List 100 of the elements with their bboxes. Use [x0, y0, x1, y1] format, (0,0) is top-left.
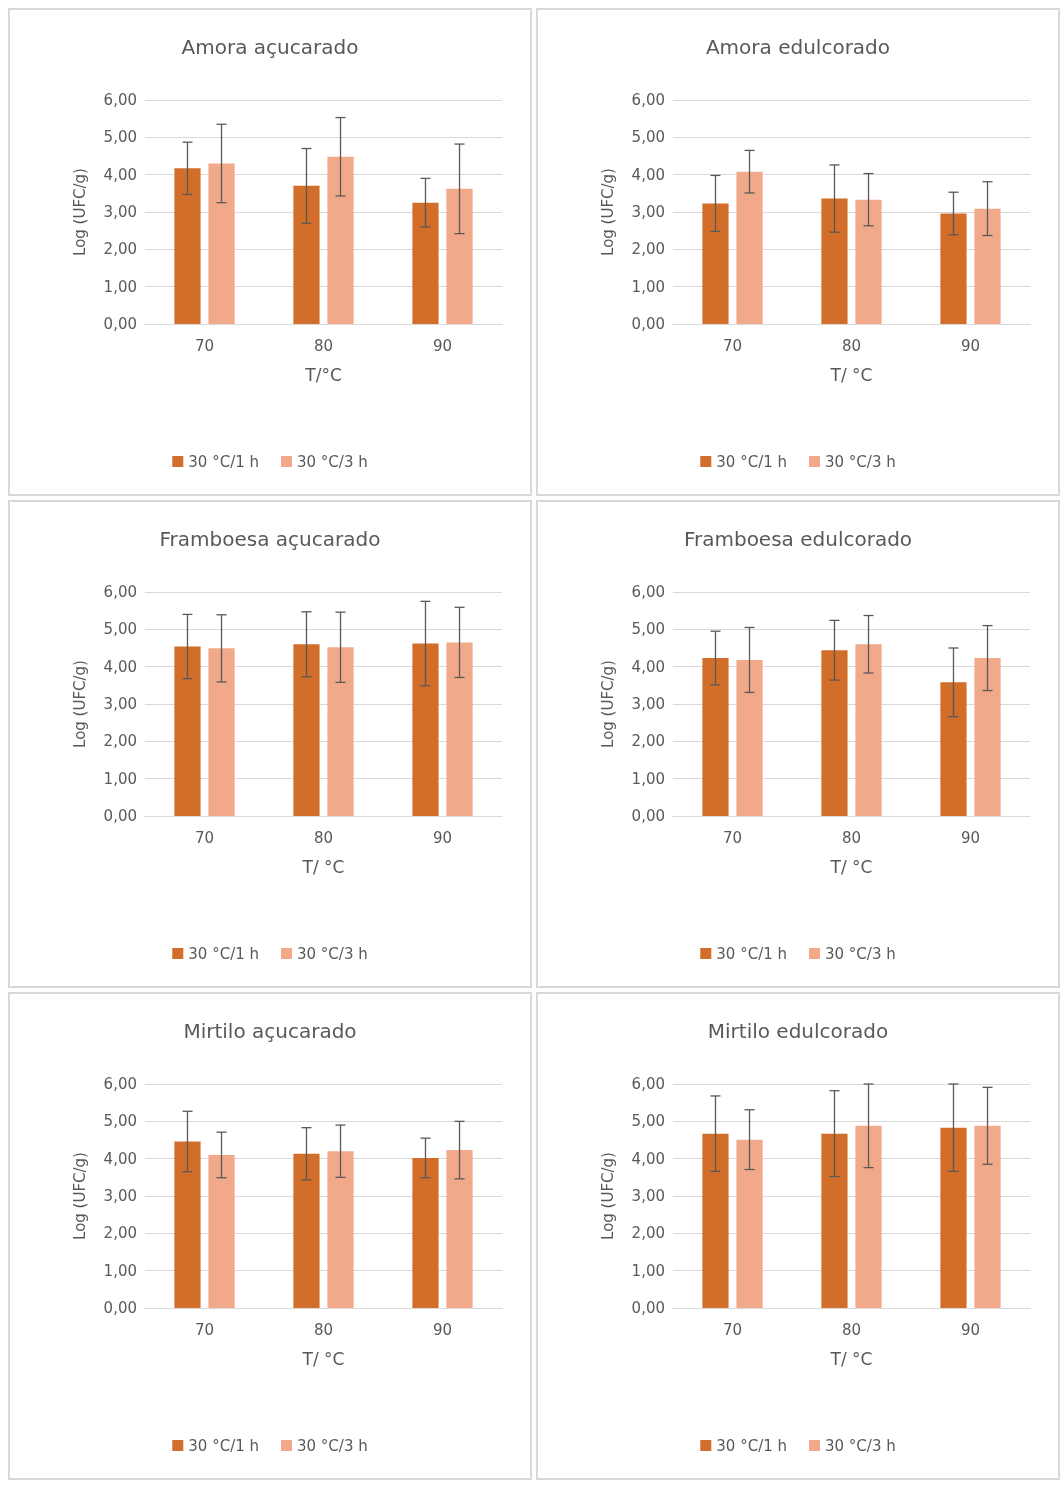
y-tick-label: 2,00 [631, 732, 665, 751]
y-tick-label: 1,00 [103, 277, 137, 296]
bar [702, 658, 729, 816]
legend-label: 30 °C/3 h [297, 1436, 368, 1455]
y-tick-label: 5,00 [103, 128, 137, 147]
bar [736, 659, 763, 816]
chart-title: Amora edulcorado [705, 35, 891, 59]
x-tick-label: 90 [960, 336, 981, 355]
y-tick-label: 2,00 [103, 732, 137, 751]
bar [174, 168, 201, 324]
y-tick-label: 4,00 [103, 165, 137, 184]
x-tick-label: 90 [432, 1320, 453, 1339]
y-tick-label: 0,00 [103, 315, 137, 333]
x-tick-label: 90 [432, 828, 453, 847]
y-tick-label: 6,00 [631, 1075, 665, 1093]
y-axis-title: Log (UFC/g) [598, 168, 617, 256]
legend-label: 30 °C/1 h [716, 1436, 787, 1455]
bar [821, 1133, 848, 1308]
x-tick-label: 80 [313, 1320, 334, 1339]
bar [446, 642, 473, 816]
y-axis-title: Log (UFC/g) [598, 1152, 617, 1240]
x-tick-label: 80 [841, 828, 862, 847]
y-axis-title: Log (UFC/g) [70, 660, 89, 748]
y-tick-label: 2,00 [631, 240, 665, 259]
y-tick-label: 6,00 [103, 1075, 137, 1093]
y-tick-label: 2,00 [103, 1224, 137, 1243]
bar [974, 658, 1001, 816]
legend-label: 30 °C/3 h [297, 452, 368, 471]
legend-label: 30 °C/3 h [825, 452, 896, 471]
bar [974, 208, 1001, 324]
bar [940, 682, 967, 816]
y-tick-label: 5,00 [631, 128, 665, 147]
y-tick-label: 6,00 [103, 583, 137, 601]
x-axis-title: T/ °C [829, 1348, 873, 1369]
bar [702, 1133, 729, 1308]
x-tick-label: 80 [313, 336, 334, 355]
y-tick-label: 5,00 [631, 1112, 665, 1131]
bar [821, 650, 848, 816]
x-tick-label: 80 [841, 336, 862, 355]
x-tick-label: 80 [313, 828, 334, 847]
y-tick-label: 3,00 [103, 695, 137, 713]
y-tick-label: 5,00 [103, 620, 137, 639]
bar [821, 198, 848, 324]
y-tick-label: 3,00 [103, 203, 137, 221]
x-tick-label: 90 [960, 1320, 981, 1339]
bar [702, 203, 729, 324]
y-tick-label: 4,00 [631, 165, 665, 184]
y-tick-label: 0,00 [631, 315, 665, 333]
bar [940, 1127, 967, 1308]
y-tick-label: 0,00 [631, 807, 665, 825]
y-tick-label: 4,00 [103, 1149, 137, 1168]
y-tick-label: 4,00 [631, 1149, 665, 1168]
x-tick-label: 70 [722, 1320, 743, 1339]
y-tick-label: 6,00 [631, 583, 665, 601]
y-tick-label: 0,00 [103, 1299, 137, 1317]
legend-label: 30 °C/1 h [188, 944, 259, 963]
bar [446, 188, 473, 324]
y-tick-label: 3,00 [103, 1187, 137, 1205]
y-tick-label: 4,00 [631, 657, 665, 676]
bar [412, 643, 439, 816]
x-axis-title: T/°C [304, 364, 342, 385]
bar [855, 644, 882, 816]
x-tick-label: 70 [194, 336, 215, 355]
y-axis-title: Log (UFC/g) [70, 1152, 89, 1240]
bar [736, 171, 763, 324]
y-tick-label: 6,00 [103, 91, 137, 109]
legend-label: 30 °C/3 h [825, 1436, 896, 1455]
bar [293, 644, 320, 816]
chart-title: Mirtilo edulcorado [707, 1019, 889, 1043]
bar [208, 648, 235, 816]
bar [327, 647, 354, 816]
legend-label: 30 °C/1 h [716, 452, 787, 471]
legend-label: 30 °C/1 h [188, 1436, 259, 1455]
legend-label: 30 °C/1 h [188, 452, 259, 471]
y-tick-label: 1,00 [631, 769, 665, 788]
legend-label: 30 °C/1 h [716, 944, 787, 963]
chart-title: Mirtilo açucarado [183, 1019, 357, 1043]
y-tick-label: 1,00 [631, 277, 665, 296]
bar [412, 202, 439, 324]
x-tick-label: 90 [960, 828, 981, 847]
y-tick-label: 3,00 [631, 203, 665, 221]
legend-label: 30 °C/3 h [825, 944, 896, 963]
y-tick-label: 3,00 [631, 1187, 665, 1205]
x-tick-label: 70 [722, 828, 743, 847]
x-tick-label: 70 [194, 828, 215, 847]
y-tick-label: 2,00 [103, 240, 137, 259]
y-axis-title: Log (UFC/g) [598, 660, 617, 748]
bar [736, 1139, 763, 1308]
y-tick-label: 0,00 [103, 807, 137, 825]
bar [940, 213, 967, 324]
x-tick-label: 70 [194, 1320, 215, 1339]
chart-title: Amora açucarado [181, 35, 359, 59]
bar [208, 163, 235, 324]
chart-title: Framboesa açucarado [159, 527, 381, 551]
bar [855, 1125, 882, 1308]
y-tick-label: 0,00 [631, 1299, 665, 1317]
y-tick-label: 4,00 [103, 657, 137, 676]
y-tick-label: 1,00 [103, 769, 137, 788]
bar [974, 1125, 1001, 1308]
x-tick-label: 70 [722, 336, 743, 355]
